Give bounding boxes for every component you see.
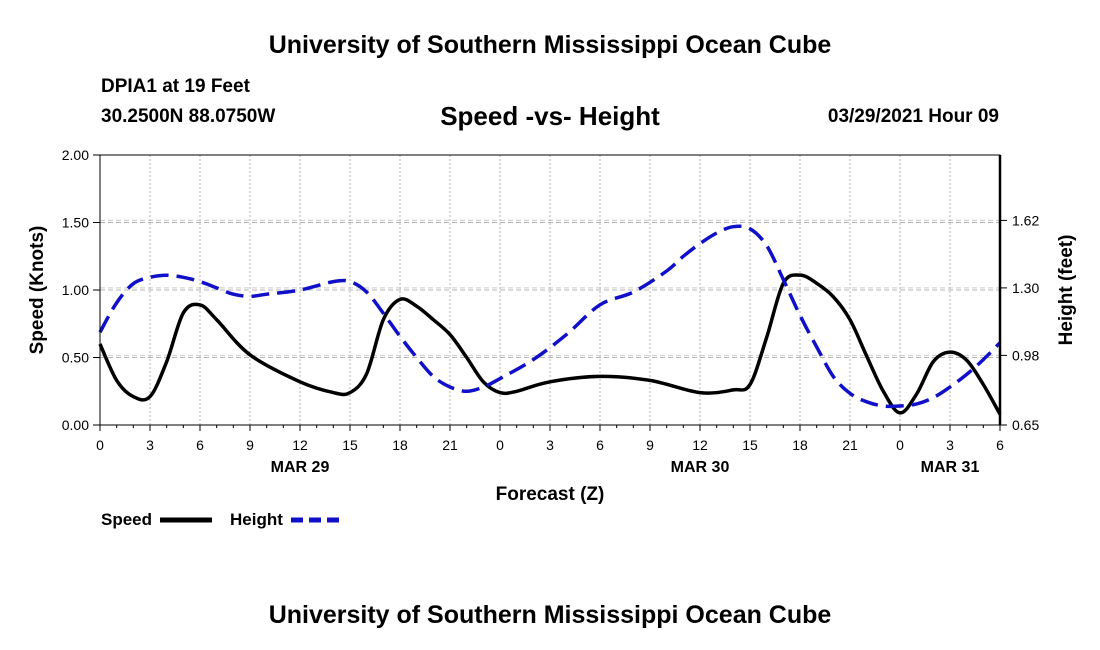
x-tick-label: 0 (96, 437, 104, 453)
x-tick-label: 18 (792, 437, 808, 453)
date-label: MAR 29 (271, 459, 330, 476)
y2-tick-label: 0.65 (1012, 417, 1039, 433)
chart-title: Speed -vs- Height (440, 101, 660, 131)
height-series-line (98, 224, 1002, 409)
x-axis-label: Forecast (Z) (496, 484, 605, 505)
y2-axis-label: Height (feet) (1056, 235, 1077, 346)
y-axis-label: Speed (Knots) (27, 226, 48, 355)
y-tick-label: 1.50 (62, 215, 89, 231)
series-lines (98, 224, 1002, 416)
y2-tick-label: 1.62 (1012, 212, 1039, 228)
station-label: DPIA1 at 19 Feet (101, 76, 250, 97)
x-tick-label: 9 (246, 437, 254, 453)
y2-tick-label: 1.30 (1012, 280, 1039, 296)
x-tick-label: 21 (442, 437, 458, 453)
x-tick-label: 0 (896, 437, 904, 453)
y-tick-label: 1.00 (62, 282, 89, 298)
axis-ticks: 0.00 0.50 1.00 1.50 2.00 0.65 0.98 1.30 1.62 0 3 6 9… (62, 147, 1040, 476)
x-tick-label: 12 (292, 437, 308, 453)
footer-title: University of Southern Mississippi Ocean… (268, 601, 832, 629)
y-tick-label: 2.00 (62, 147, 89, 163)
x-tick-label: 6 (196, 437, 204, 453)
x-tick-label: 3 (146, 437, 154, 453)
x-tick-label: 3 (546, 437, 554, 453)
x-tick-label: 0 (496, 437, 504, 453)
x-tick-label: 18 (392, 437, 408, 453)
forecast-datetime: 03/29/2021 Hour 09 (827, 106, 999, 127)
x-tick-label: 6 (596, 437, 604, 453)
y-tick-label: 0.00 (62, 417, 89, 433)
x-tick-label: 21 (842, 437, 858, 453)
header-title: University of Southern Mississippi Ocean… (268, 31, 832, 59)
station-coordinates: 30.2500N 88.0750W (101, 106, 276, 127)
y2-tick-label: 0.98 (1012, 347, 1039, 363)
y-tick-label: 0.50 (62, 350, 89, 366)
date-label: MAR 31 (921, 459, 980, 476)
speed-series-line (98, 273, 1002, 416)
grid-lines (100, 155, 1000, 425)
x-tick-label: 12 (692, 437, 708, 453)
x-tick-label: 15 (742, 437, 758, 453)
legend-height-label: Height (230, 510, 283, 529)
date-label: MAR 30 (671, 459, 730, 476)
legend-speed-label: Speed (101, 510, 152, 529)
x-tick-label: 3 (946, 437, 954, 453)
x-tick-label: 9 (646, 437, 654, 453)
legend: Speed Height (101, 510, 343, 529)
x-tick-label: 6 (996, 437, 1004, 453)
x-tick-label: 15 (342, 437, 358, 453)
